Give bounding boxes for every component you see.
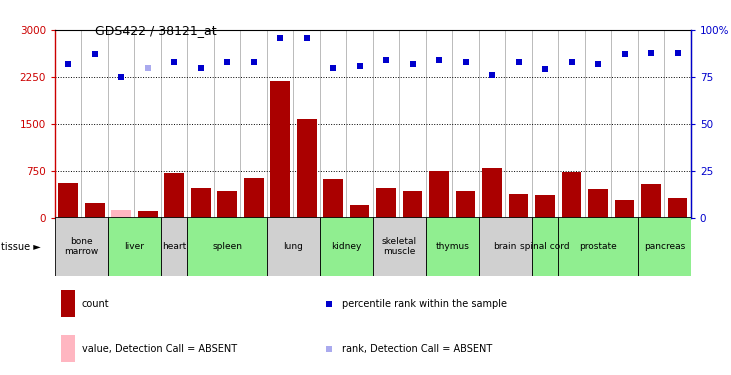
Bar — [349, 205, 369, 218]
Bar — [191, 188, 211, 218]
Bar — [561, 172, 581, 217]
Text: lung: lung — [284, 242, 303, 251]
Text: heart: heart — [162, 242, 186, 251]
Text: GDS422 / 38121_at: GDS422 / 38121_at — [95, 24, 216, 38]
Text: liver: liver — [124, 242, 144, 251]
Bar — [61, 290, 75, 317]
Text: kidney: kidney — [331, 242, 362, 251]
Bar — [667, 198, 687, 217]
Text: tissue ►: tissue ► — [1, 243, 41, 252]
FancyBboxPatch shape — [558, 217, 637, 276]
Text: bone
marrow: bone marrow — [64, 237, 99, 256]
Bar — [376, 188, 396, 218]
Text: count: count — [82, 299, 109, 309]
Bar — [615, 200, 635, 217]
FancyBboxPatch shape — [373, 217, 425, 276]
FancyBboxPatch shape — [531, 217, 558, 276]
Bar — [58, 183, 78, 218]
Text: spleen: spleen — [212, 242, 242, 251]
FancyBboxPatch shape — [425, 217, 479, 276]
Text: rank, Detection Call = ABSENT: rank, Detection Call = ABSENT — [342, 344, 493, 354]
Bar — [323, 179, 343, 218]
Bar — [137, 211, 157, 217]
Bar — [588, 189, 608, 217]
Bar — [297, 119, 317, 218]
Bar — [85, 203, 105, 217]
Bar — [641, 184, 661, 218]
Text: skeletal
muscle: skeletal muscle — [382, 237, 417, 256]
Bar — [403, 190, 423, 217]
Text: percentile rank within the sample: percentile rank within the sample — [342, 299, 507, 309]
Bar — [243, 178, 263, 218]
FancyBboxPatch shape — [267, 217, 319, 276]
Bar — [61, 335, 75, 362]
FancyBboxPatch shape — [319, 217, 373, 276]
Bar — [270, 81, 290, 218]
Bar — [455, 190, 475, 217]
Bar — [164, 172, 184, 217]
Bar — [535, 195, 555, 217]
Text: spinal cord: spinal cord — [520, 242, 570, 251]
FancyBboxPatch shape — [55, 217, 107, 276]
Bar — [111, 210, 131, 218]
Text: brain: brain — [493, 242, 517, 251]
Bar — [482, 168, 502, 217]
Bar — [509, 194, 529, 217]
Text: value, Detection Call = ABSENT: value, Detection Call = ABSENT — [82, 344, 237, 354]
FancyBboxPatch shape — [187, 217, 267, 276]
Bar — [429, 171, 449, 217]
Text: thymus: thymus — [436, 242, 469, 251]
Text: pancreas: pancreas — [644, 242, 685, 251]
FancyBboxPatch shape — [637, 217, 691, 276]
Text: prostate: prostate — [579, 242, 617, 251]
FancyBboxPatch shape — [107, 217, 161, 276]
FancyBboxPatch shape — [479, 217, 531, 276]
Bar — [217, 191, 237, 217]
FancyBboxPatch shape — [161, 217, 187, 276]
